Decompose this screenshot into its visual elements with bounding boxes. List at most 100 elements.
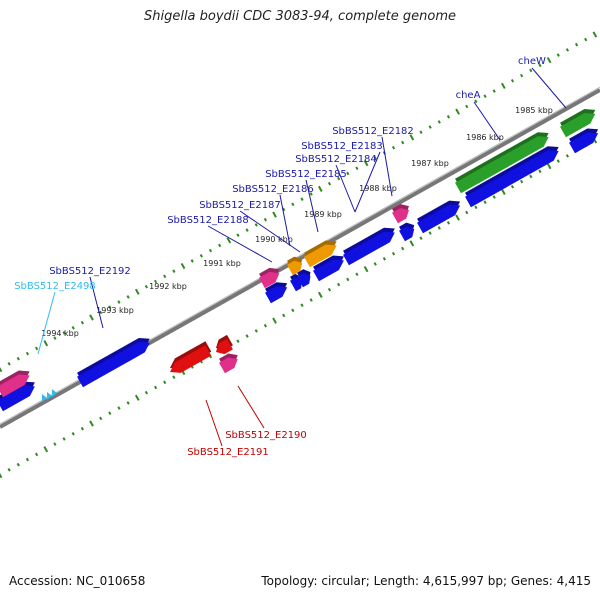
tick-mark bbox=[520, 179, 524, 184]
tick-mark bbox=[592, 31, 598, 38]
tick-mark bbox=[62, 331, 66, 335]
tick-mark bbox=[391, 145, 396, 150]
tick-mark bbox=[300, 303, 304, 307]
tick-mark bbox=[16, 462, 20, 467]
forward-gene bbox=[417, 204, 461, 234]
tick-mark bbox=[62, 437, 66, 441]
tick-mark bbox=[80, 320, 84, 325]
tick-mark bbox=[25, 457, 30, 462]
tick-mark bbox=[108, 411, 112, 416]
tick-mark bbox=[153, 385, 158, 390]
tick-mark bbox=[546, 57, 552, 64]
tick-mark bbox=[117, 406, 121, 410]
tick-mark bbox=[245, 334, 249, 338]
label-leader-line bbox=[237, 385, 265, 429]
forward-gene bbox=[569, 132, 599, 154]
tick-mark bbox=[0, 366, 3, 373]
gene-label: cheA bbox=[456, 90, 481, 101]
tick-label: 1989 kbp bbox=[304, 210, 342, 219]
tick-mark bbox=[172, 375, 176, 380]
accession-label: Accession: NC_010658 bbox=[9, 574, 146, 588]
tick-mark bbox=[355, 166, 359, 171]
tick-mark bbox=[391, 251, 396, 256]
tick-mark bbox=[346, 171, 350, 176]
tick-mark bbox=[574, 42, 579, 47]
tick-mark bbox=[337, 282, 341, 287]
tick-mark bbox=[373, 156, 377, 160]
tick-mark bbox=[501, 188, 506, 196]
labels: 1985 kbp 1986 kbp 1987 kbp 1988 kbp 1989 kbp… bbox=[14, 56, 567, 458]
tick-mark bbox=[89, 420, 94, 427]
forward-gene bbox=[297, 273, 311, 288]
tick-mark bbox=[437, 226, 441, 230]
tick-label: 1985 kbp bbox=[515, 106, 553, 115]
tick-mark bbox=[529, 68, 533, 73]
tick-mark bbox=[363, 266, 369, 273]
forward-gene bbox=[343, 231, 395, 266]
tick-mark bbox=[355, 272, 359, 277]
tick-mark bbox=[373, 262, 377, 266]
pseudo-gene bbox=[392, 208, 409, 224]
tick-mark bbox=[327, 181, 332, 186]
orange-gene bbox=[287, 260, 303, 276]
trna-feature bbox=[52, 389, 57, 397]
tick-mark bbox=[501, 82, 506, 90]
tick-mark bbox=[474, 205, 478, 210]
trna-feature bbox=[42, 394, 47, 402]
gene-label: SbBS512_E2184 bbox=[295, 154, 377, 165]
tick-mark bbox=[263, 323, 268, 328]
tick-mark bbox=[80, 426, 84, 431]
tick-mark bbox=[538, 63, 542, 68]
tick-mark bbox=[317, 185, 323, 192]
tick-mark bbox=[363, 160, 369, 167]
tick-mark bbox=[245, 228, 249, 232]
tick-mark bbox=[126, 401, 130, 405]
forward-gene bbox=[313, 259, 344, 282]
tick-mark bbox=[163, 380, 167, 385]
tick-mark bbox=[546, 163, 552, 170]
tick-mark bbox=[226, 237, 232, 244]
tick-mark bbox=[492, 195, 496, 199]
tick-mark bbox=[199, 253, 203, 258]
tick-mark bbox=[556, 159, 560, 163]
tick-mark bbox=[172, 269, 176, 274]
gene-label: cheW bbox=[518, 56, 546, 67]
tick-mark bbox=[419, 236, 423, 241]
tick-mark bbox=[565, 48, 570, 52]
gene-label: SbBS512_E2190 bbox=[225, 430, 307, 441]
tick-label: 1991 kbp bbox=[203, 259, 241, 268]
tick-mark bbox=[208, 248, 213, 253]
forward-gene bbox=[290, 277, 302, 292]
tick-label: 1987 kbp bbox=[411, 159, 449, 168]
tick-mark bbox=[437, 120, 441, 124]
tick-label: 1990 kbp bbox=[255, 235, 293, 244]
tick-mark bbox=[428, 125, 432, 129]
tick-mark bbox=[272, 211, 277, 218]
tick-mark bbox=[7, 362, 11, 366]
pseudo-gene bbox=[219, 357, 238, 374]
tick-mark bbox=[35, 346, 39, 351]
tick-mark bbox=[483, 94, 487, 99]
tick-mark bbox=[43, 446, 49, 453]
gene-label: SbBS512_E2498 bbox=[14, 281, 96, 292]
tick-mark bbox=[327, 287, 332, 292]
tick-mark bbox=[43, 340, 49, 347]
reverse-gene bbox=[216, 338, 233, 355]
tick-mark bbox=[455, 108, 460, 115]
tick-mark bbox=[309, 192, 313, 196]
tick-mark bbox=[0, 472, 3, 479]
tick-mark bbox=[53, 336, 57, 340]
tick-mark bbox=[409, 240, 415, 247]
tick-mark bbox=[291, 202, 295, 207]
label-leader-line bbox=[239, 210, 301, 253]
tick-mark bbox=[428, 231, 432, 235]
gene-label: SbBS512_E2188 bbox=[167, 215, 249, 226]
tick-mark bbox=[446, 114, 451, 119]
label-leader-line bbox=[305, 179, 319, 233]
label-leader-line bbox=[354, 151, 381, 213]
tick-mark bbox=[254, 223, 258, 227]
tick-mark bbox=[272, 317, 277, 324]
tick-mark bbox=[25, 351, 30, 356]
forward-gene bbox=[77, 341, 150, 388]
tick-mark bbox=[538, 169, 542, 174]
